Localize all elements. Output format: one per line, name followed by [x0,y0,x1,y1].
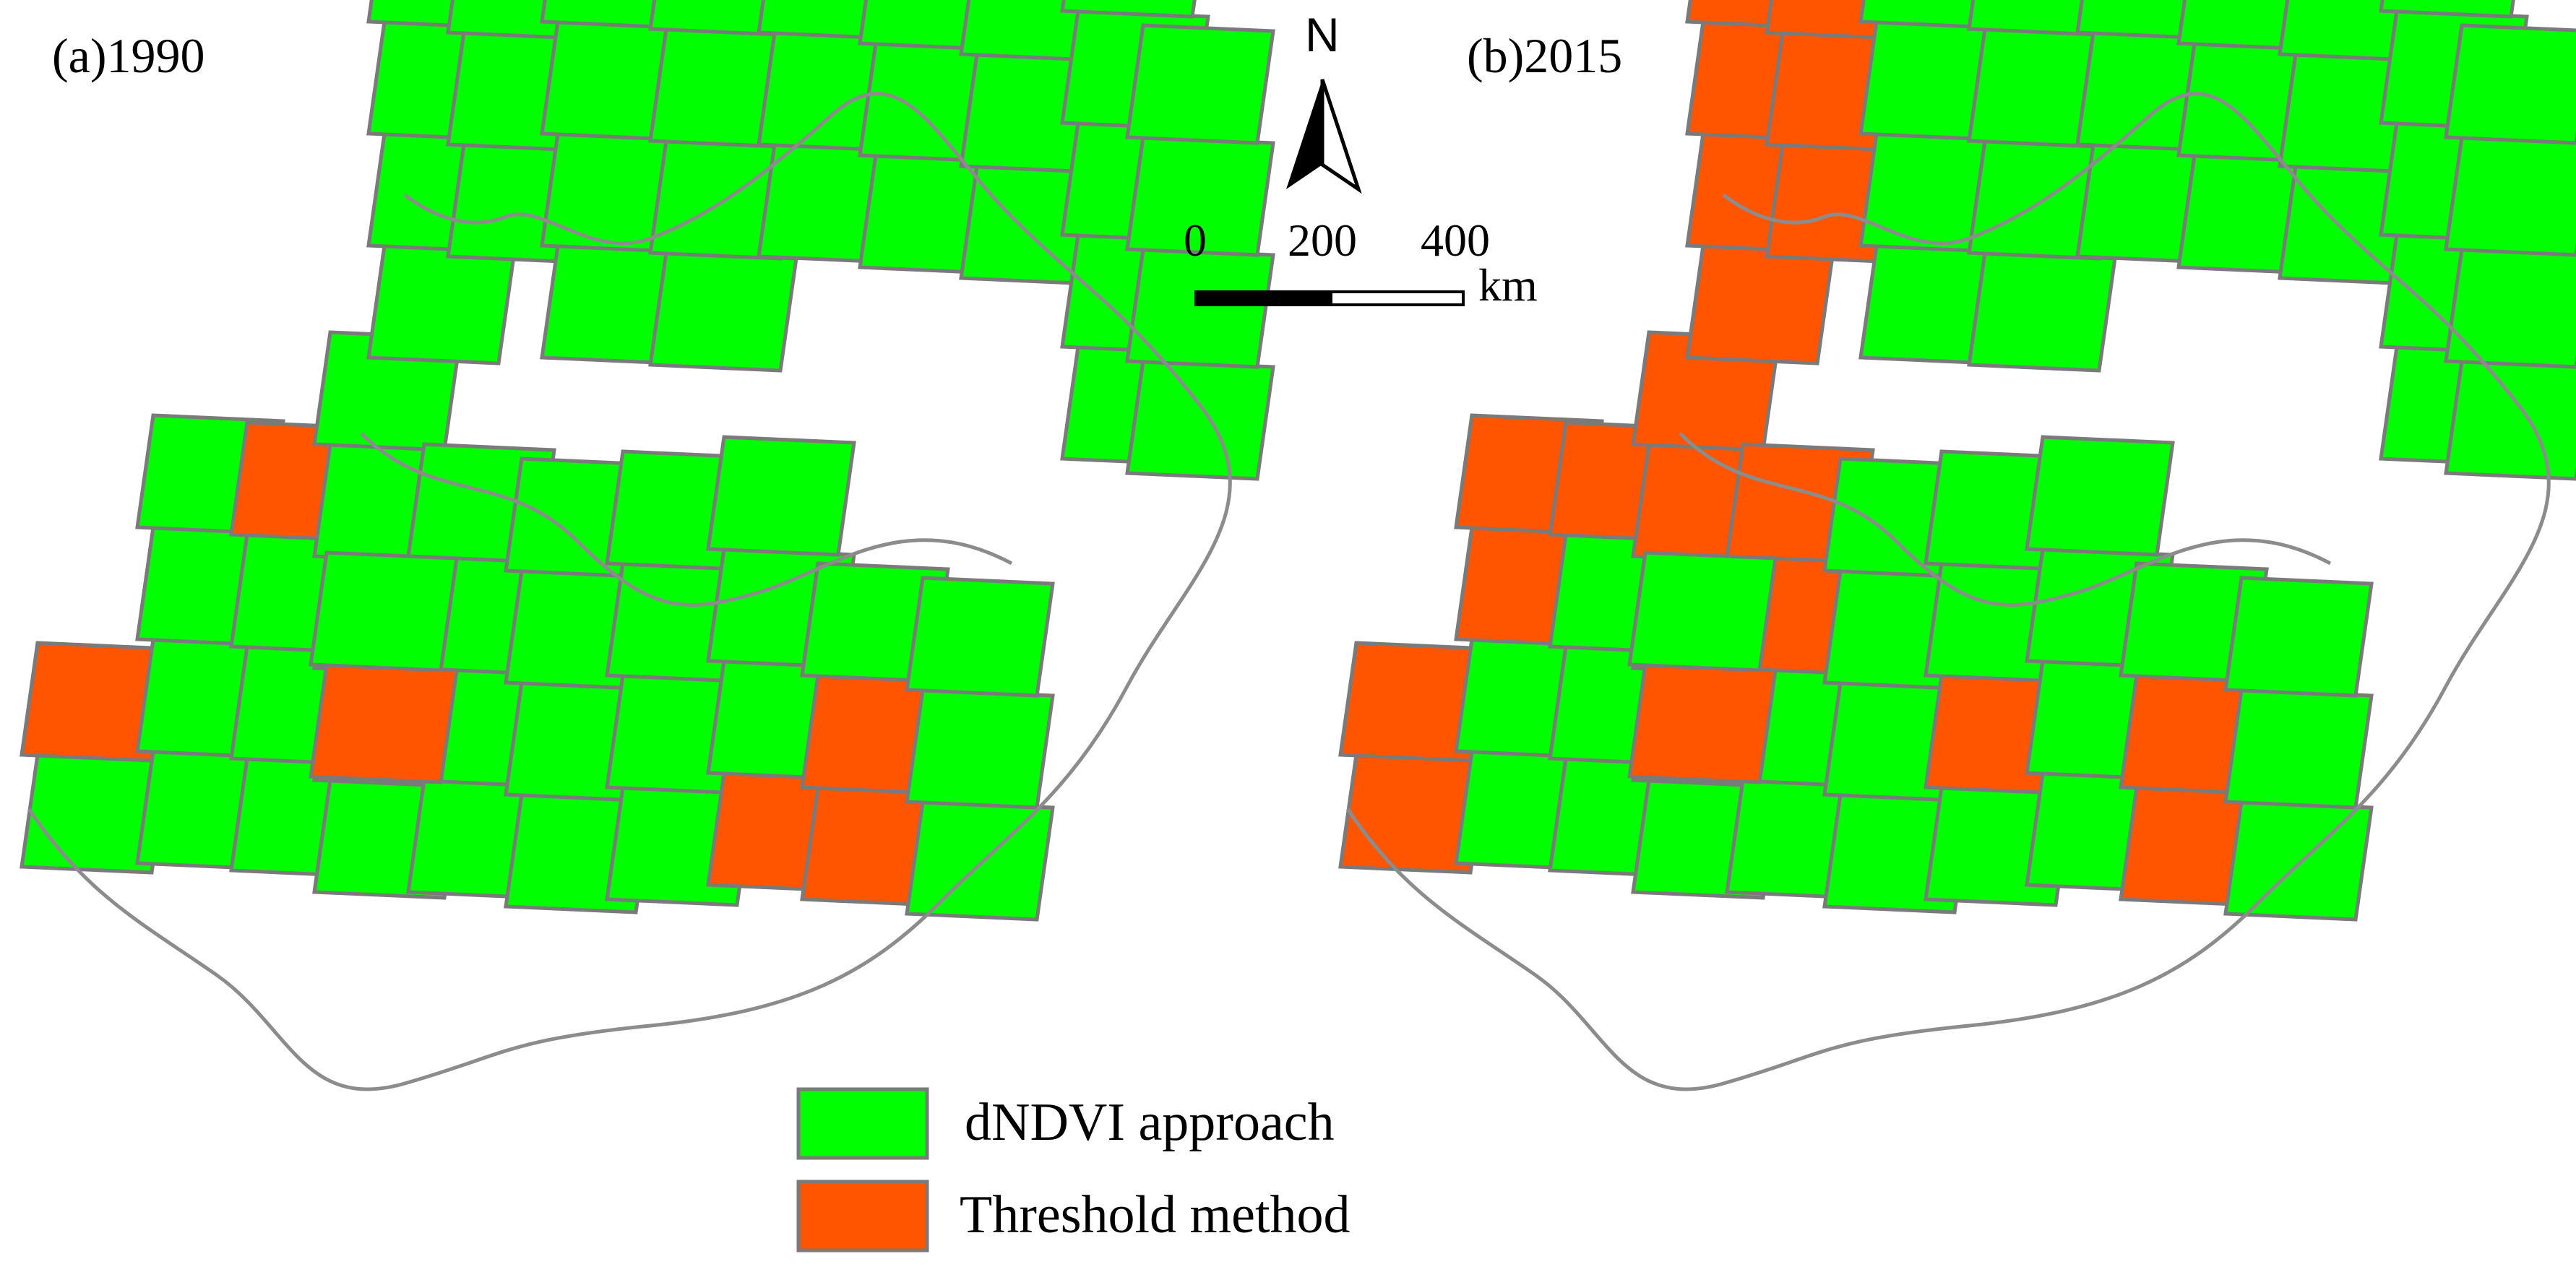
tile-dndvi-approach [905,800,1055,922]
panel-title-1990: (a)1990 [52,28,205,83]
scale-tick-200: 200 [1288,215,1357,266]
tile-dndvi-approach [2223,688,2374,810]
tile-dndvi-approach [2223,800,2374,922]
scale-bar-white-segment [1330,290,1465,306]
tile-dndvi-approach [2379,0,2515,19]
legend-swatch-dndvi [796,1087,929,1160]
tile-dndvi-approach [1627,550,1778,672]
tile-threshold-method [1627,662,1778,784]
tile-dndvi-approach [2444,359,2576,481]
tile-dndvi-approach [1125,359,1275,481]
tile-threshold-method [309,662,459,784]
tile-dndvi-approach [366,243,517,365]
tile-dndvi-approach [905,688,1055,810]
scale-bar-black-segment [1194,290,1332,306]
legend-swatch-threshold [796,1180,929,1252]
tile-dndvi-approach [309,550,459,672]
tile-dndvi-approach [706,435,856,557]
scale-bar [1194,290,1465,306]
province-boundary-line [1345,92,2551,1091]
province-boundary-line [27,92,1232,1091]
scale-tick-0: 0 [1184,215,1207,266]
tile-dndvi-approach [2444,247,2576,369]
map-panel-2015 [1338,0,2576,1091]
tile-dndvi-approach [648,251,798,373]
tile-dndvi-approach [905,576,1055,698]
scale-tick-400: 400 [1421,215,1490,266]
tile-dndvi-approach [2444,23,2576,145]
north-arrow-icon [1286,79,1362,194]
legend-label-dndvi: dNDVI approach [965,1093,1335,1152]
north-label: N [1305,8,1340,61]
tile-dndvi-approach [1967,251,2117,373]
tile-dndvi-approach [2025,435,2175,557]
map-panel-1990 [20,0,1275,1091]
tile-dndvi-approach [1125,23,1275,145]
panel-title-2015: (b)2015 [1467,28,1623,83]
scale-unit: km [1478,259,1538,311]
legend-label-threshold: Threshold method [960,1185,1351,1245]
tile-threshold-method [1685,243,1835,365]
tile-dndvi-approach [1060,0,1197,19]
tile-dndvi-approach [2444,135,2576,257]
tile-dndvi-approach [2223,576,2374,698]
